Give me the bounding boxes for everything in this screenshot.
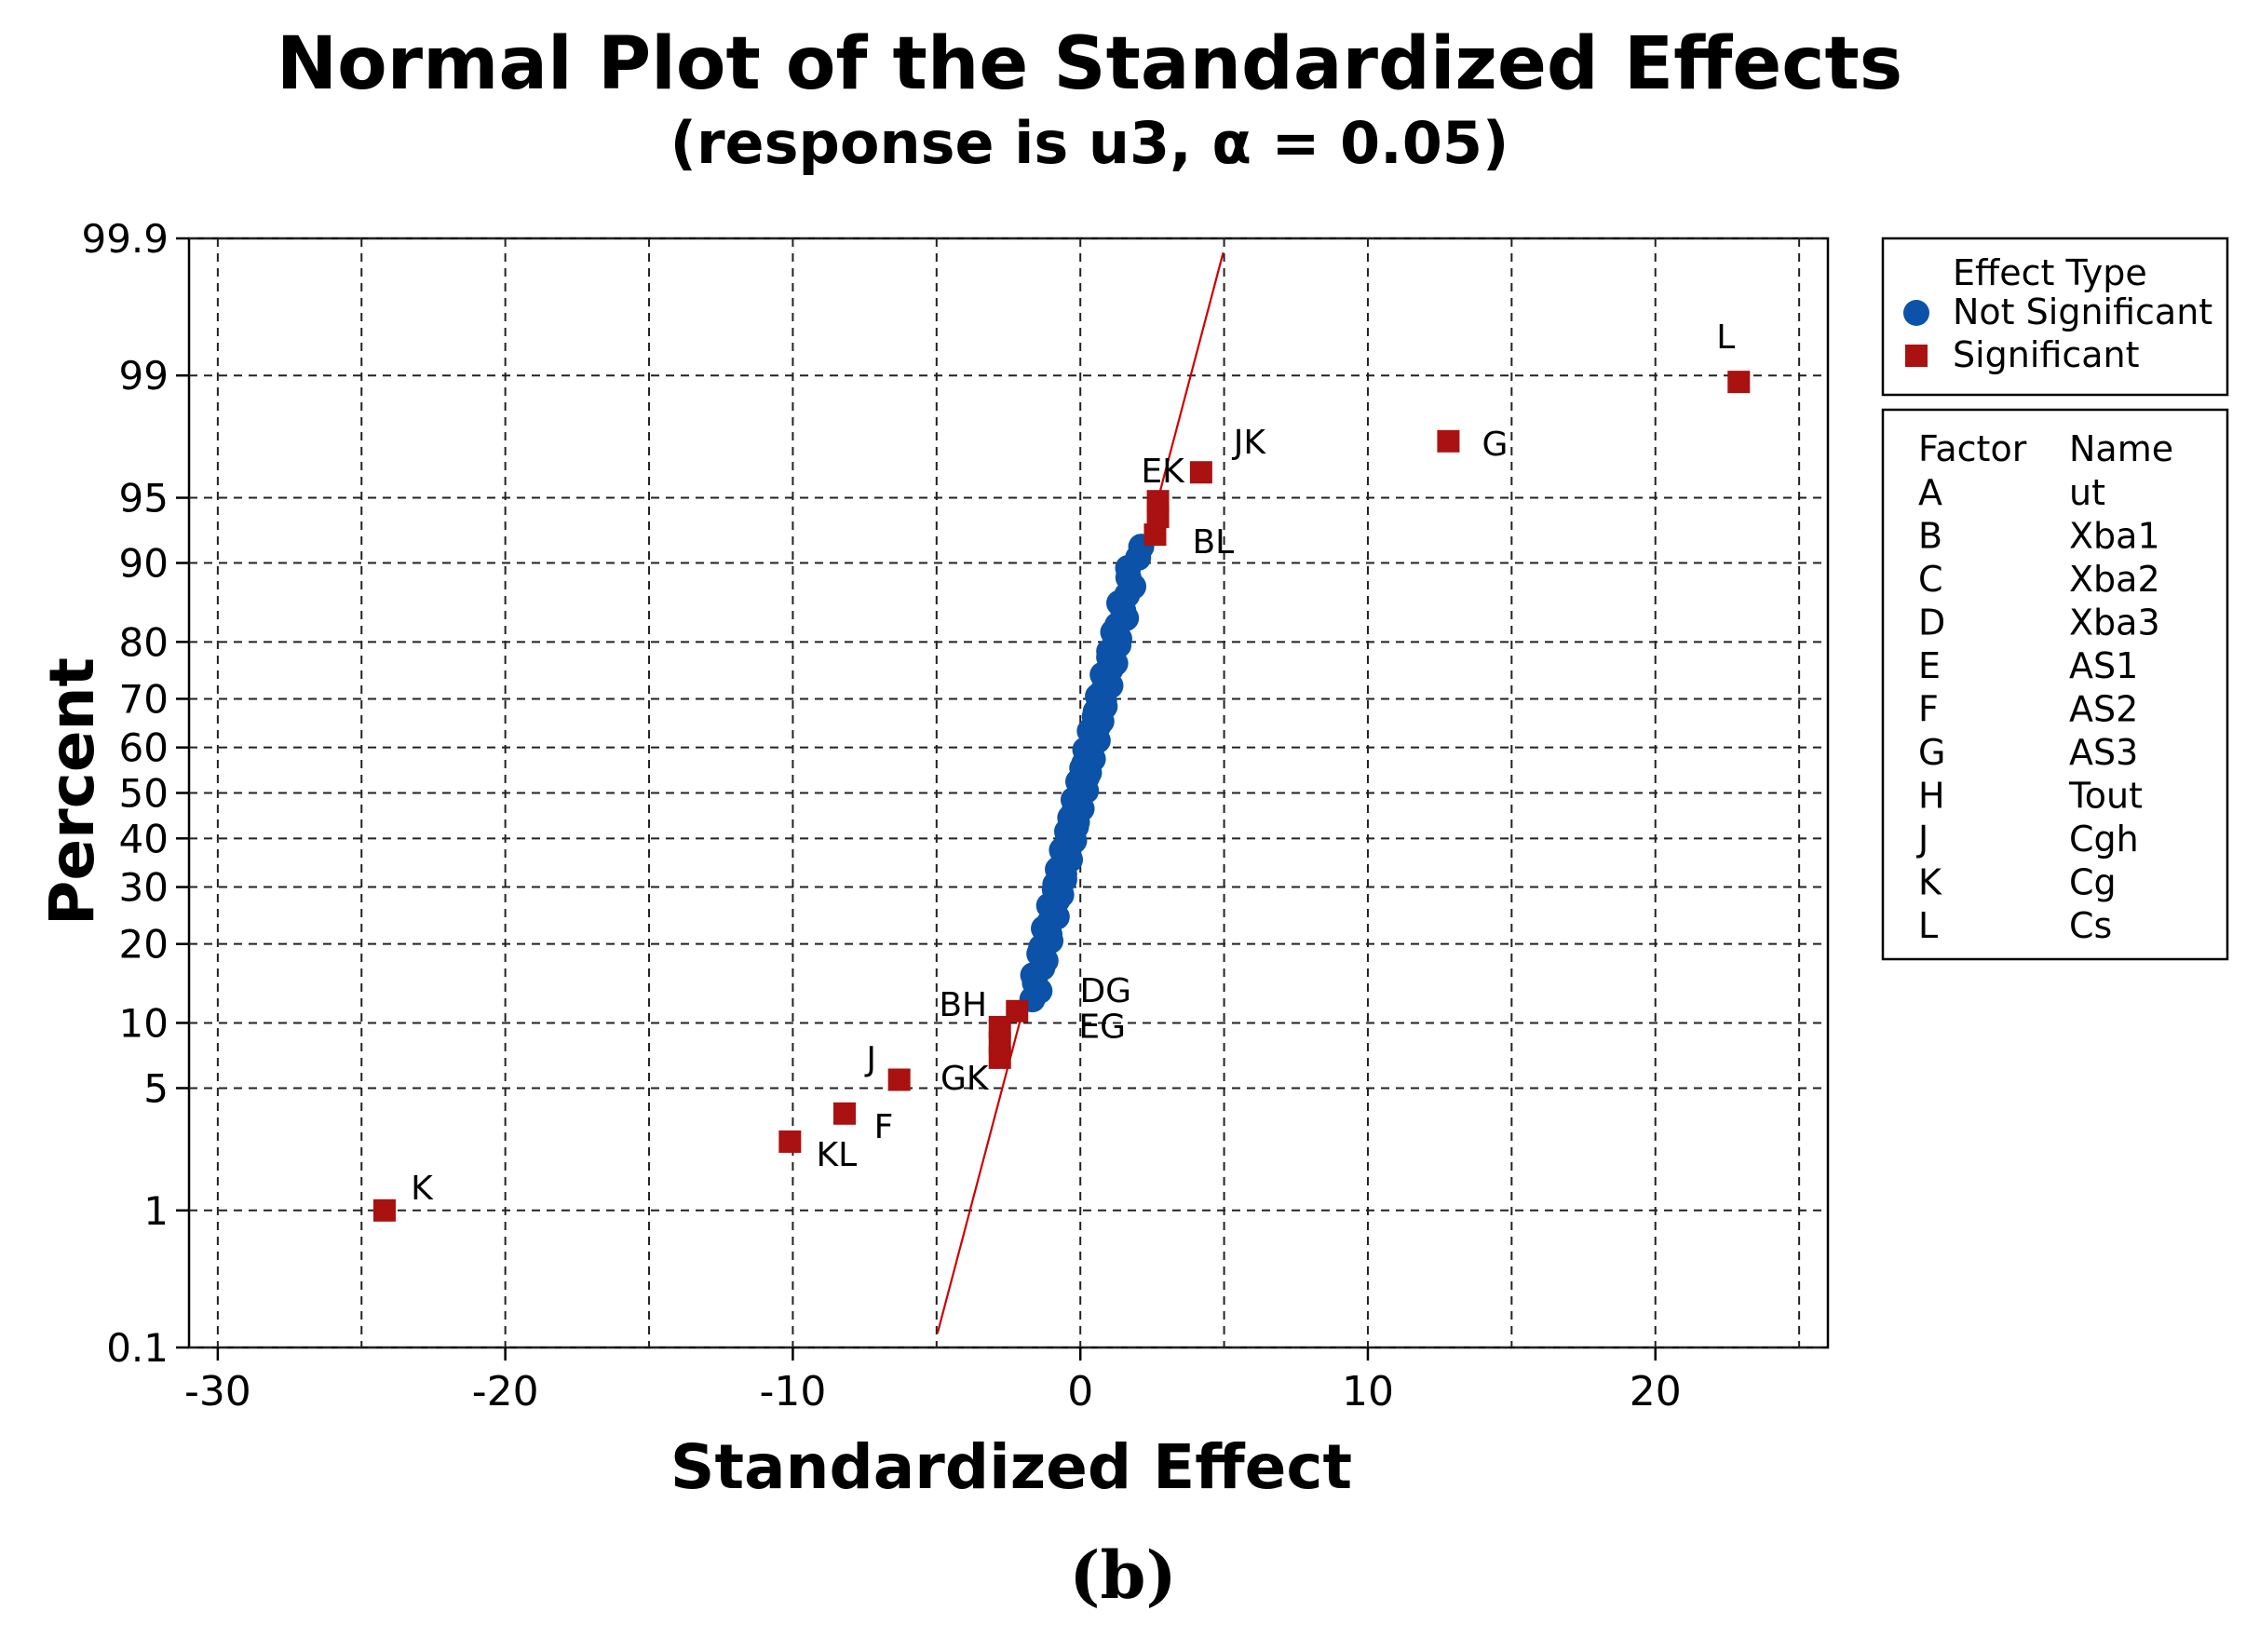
legend-box (1881, 237, 2229, 397)
factor-code: F (1918, 689, 1939, 730)
x-tick-label: -10 (759, 1368, 826, 1415)
point-label: DG (1079, 972, 1131, 1010)
x-axis-label: Standardized Effect (670, 1431, 1352, 1503)
y-tick-label: 80 (119, 619, 169, 665)
x-tick-label: -30 (184, 1368, 251, 1415)
factor-table-box (1881, 408, 2229, 961)
y-tick-label: 90 (119, 541, 169, 587)
y-tick-label: 99.9 (81, 216, 169, 262)
point-label: GK (940, 1060, 990, 1098)
point-label: EG (1078, 1009, 1126, 1047)
legend-entry-label: Significant (1953, 334, 2140, 375)
x-tick-label: 20 (1630, 1368, 1682, 1415)
y-tick-label: 5 (143, 1065, 169, 1111)
y-tick-label: 0.1 (106, 1325, 169, 1371)
factor-name: AS1 (2069, 645, 2138, 686)
point-label: JK (1232, 424, 1267, 462)
name-header: Name (2069, 428, 2173, 469)
factor-code: C (1918, 559, 1943, 600)
significant-point (1727, 371, 1751, 394)
y-tick-label: 95 (119, 476, 169, 521)
y-tick-label: 1 (143, 1188, 169, 1234)
factor-name: Xba2 (2069, 559, 2160, 600)
factor-name: Cg (2069, 862, 2117, 903)
point-label: K (411, 1170, 434, 1208)
y-axis-label: Percent (36, 657, 108, 926)
factor-code: G (1918, 732, 1945, 773)
point-label: KL (816, 1136, 857, 1174)
factor-code: H (1918, 776, 1945, 817)
significant-point (1006, 999, 1029, 1022)
factor-table: Factor Name A ut B Xba1 C Xba2 D Xba3 E AS1 F AS2 G AS3… (1881, 408, 2229, 961)
point-label: F (874, 1108, 894, 1146)
y-tick-label: 40 (119, 816, 169, 861)
point-label: EK (1141, 453, 1185, 491)
x-tick-label: -20 (472, 1368, 539, 1415)
significant-point (1437, 429, 1460, 453)
figure-caption: (b) (1069, 1537, 1177, 1614)
legend-square-marker (1905, 345, 1928, 367)
factor-code: A (1918, 472, 1942, 513)
y-tick-label: 99 (119, 353, 169, 399)
factor-name: Tout (2068, 776, 2143, 817)
point-label: L (1716, 318, 1735, 357)
factor-code: B (1918, 516, 1942, 557)
factor-name: Xba1 (2069, 516, 2160, 557)
legend-entry-label: Not Significant (1953, 291, 2212, 332)
point-label: BL (1192, 523, 1234, 562)
factor-name: ut (2069, 472, 2105, 513)
significant-point (1189, 461, 1212, 484)
point-label: J (864, 1040, 876, 1078)
factor-code: J (1916, 819, 1928, 860)
x-tick-label: 0 (1067, 1368, 1093, 1415)
point-label: G (1482, 426, 1508, 464)
significant-point (778, 1130, 802, 1153)
significant-points (372, 371, 1751, 1222)
significant-point (833, 1102, 856, 1125)
x-axis-ticks: -30 -20 -10 0 10 20 (184, 1347, 1682, 1415)
chart-subtitle: (response is u3, α = 0.05) (670, 109, 1509, 177)
factor-code: L (1918, 905, 1938, 946)
factor-code: E (1918, 645, 1941, 686)
factor-name: AS3 (2069, 732, 2138, 773)
y-tick-label: 50 (119, 771, 169, 817)
chart-title: Normal Plot of the Standardized Effects (277, 22, 1902, 106)
factor-name: AS2 (2069, 689, 2138, 730)
not-significant-points (1019, 534, 1155, 1013)
legend-title: Effect Type (1953, 252, 2147, 293)
gridlines (189, 237, 1828, 1348)
significant-point (887, 1068, 911, 1091)
factor-name: Xba3 (2069, 603, 2160, 643)
legend-circle-marker (1903, 300, 1929, 326)
y-tick-label: 70 (119, 676, 169, 722)
point-label: BH (939, 986, 987, 1024)
factor-name: Cgh (2069, 819, 2139, 860)
y-tick-label: 20 (119, 922, 169, 968)
y-tick-label: 10 (119, 1000, 169, 1046)
y-tick-label: 60 (119, 725, 169, 771)
y-tick-label: 30 (119, 865, 169, 911)
significant-point (1146, 490, 1170, 513)
factor-code: D (1918, 603, 1945, 643)
factor-name: Cs (2069, 905, 2112, 946)
factor-code: K (1918, 862, 1942, 903)
factor-header: Factor (1918, 428, 2027, 469)
x-tick-label: 10 (1342, 1368, 1394, 1415)
significant-point (372, 1198, 396, 1222)
